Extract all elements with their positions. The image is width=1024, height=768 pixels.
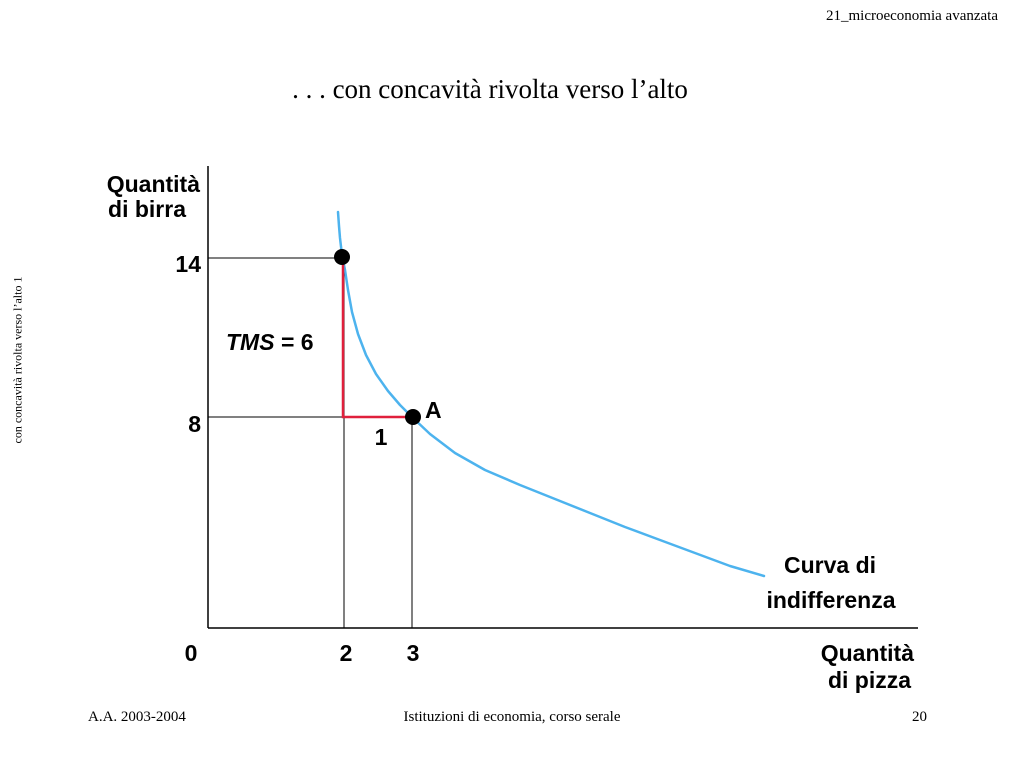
tms-value: = 6 (275, 329, 314, 355)
y-axis-label-line1: Quantità (107, 171, 200, 197)
slide-title: . . . con concavità rivolta verso l’alto (292, 74, 688, 104)
point-a (405, 409, 421, 425)
curve-label-line1: Curva di (784, 552, 876, 578)
tms-triangle (341, 258, 412, 419)
footer-academic-year: A.A. 2003-2004 (88, 709, 186, 725)
footer-page-number: 20 (912, 709, 927, 725)
point-a-label: A (425, 397, 442, 423)
x-tick-3: 3 (407, 640, 420, 666)
y-tick-8: 8 (188, 411, 201, 437)
x-axis-label-line1: Quantità (821, 640, 914, 666)
origin-label: 0 (185, 640, 198, 666)
tms-label: TMS (226, 329, 275, 355)
point-upper (334, 249, 350, 265)
tms-annotation: TMS = 6 (226, 329, 314, 355)
y-tick-14: 14 (175, 251, 201, 277)
y-axis-label-line2: di birra (108, 196, 186, 222)
delta-x-label: 1 (375, 424, 388, 450)
course-code-header: 21_microeconomia avanzata (825, 8, 998, 24)
x-axis-label-line2: di pizza (828, 667, 911, 693)
footer-course-name: Istituzioni di economia, corso serale (403, 709, 621, 725)
x-tick-2: 2 (340, 640, 353, 666)
curve-label-line2: indifferenza (766, 587, 895, 613)
indifference-curve (336, 210, 766, 578)
